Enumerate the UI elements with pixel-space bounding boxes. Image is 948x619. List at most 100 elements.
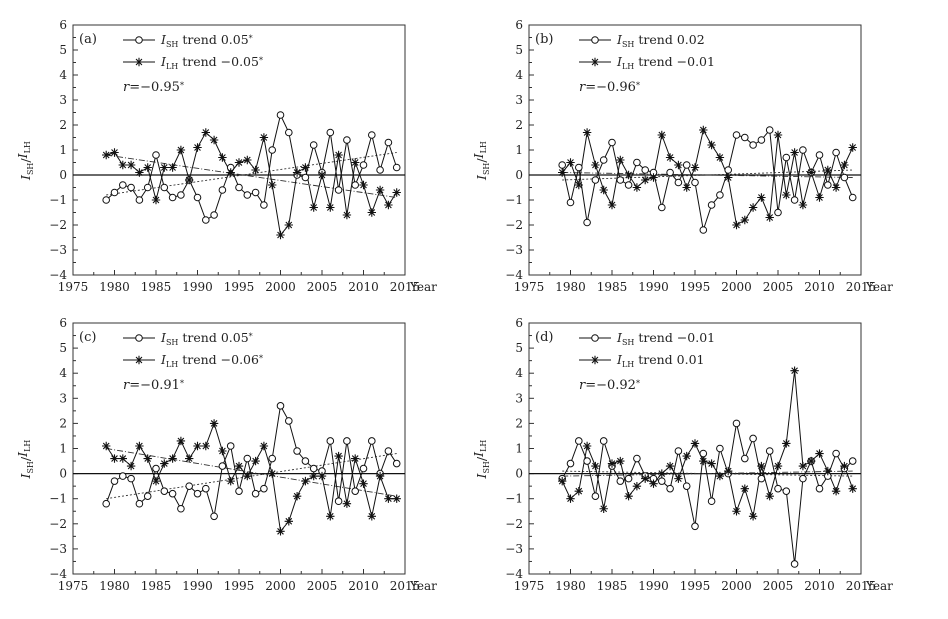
y-tick-label: 5 xyxy=(515,341,523,355)
data-point-lh xyxy=(201,441,210,451)
data-point-lh xyxy=(102,441,111,451)
data-point-lh xyxy=(375,185,385,195)
data-point-lh xyxy=(317,471,327,481)
correlation-label: r=−0.96* xyxy=(579,80,640,95)
data-point-sh xyxy=(127,183,135,192)
data-point-lh xyxy=(118,160,127,170)
data-point-sh xyxy=(691,178,699,187)
legend-marker-circle xyxy=(591,36,599,44)
data-point-lh xyxy=(102,150,111,160)
data-point-lh xyxy=(699,125,708,135)
data-point-sh xyxy=(790,560,799,568)
y-tick-label: −3 xyxy=(505,542,523,556)
data-point-lh xyxy=(110,148,119,157)
y-tick-label: 1 xyxy=(515,442,523,456)
data-point-lh xyxy=(607,200,617,210)
y-tick-label: 2 xyxy=(59,416,67,430)
y-tick-label: −2 xyxy=(49,218,67,232)
data-point-lh xyxy=(815,193,824,202)
data-point-sh xyxy=(815,151,824,159)
data-point-sh xyxy=(599,437,608,445)
data-point-sh xyxy=(368,437,376,445)
correlation-label: r=−0.92* xyxy=(579,378,640,393)
x-tick-label: 1995 xyxy=(680,280,711,294)
data-point-lh xyxy=(375,471,385,481)
data-point-sh xyxy=(633,454,641,463)
data-point-sh xyxy=(293,447,301,455)
data-point-sh xyxy=(210,211,218,219)
series-line-i-lh xyxy=(561,128,854,226)
correlation-label: r=−0.91* xyxy=(123,378,184,393)
data-point-lh xyxy=(243,155,252,165)
data-point-sh xyxy=(119,472,127,480)
y-axis-label: ISH/ILH xyxy=(15,141,35,181)
data-point-sh xyxy=(218,186,227,194)
data-point-lh xyxy=(831,183,841,192)
data-point-lh xyxy=(176,436,186,446)
data-point-lh xyxy=(765,213,774,222)
data-point-lh xyxy=(284,517,293,526)
legend-marker-star xyxy=(134,57,144,67)
data-point-sh xyxy=(674,447,683,455)
x-axis-label: Year xyxy=(409,280,437,294)
data-point-sh xyxy=(392,163,401,172)
data-point-lh xyxy=(193,441,202,451)
legend-label: ISH trend −0.01 xyxy=(616,330,715,347)
legend-entry: ILH trend −0.06* xyxy=(123,352,263,369)
data-point-sh xyxy=(848,193,857,202)
data-point-sh xyxy=(334,497,343,506)
data-point-lh xyxy=(740,215,749,225)
panel-label: (b) xyxy=(535,32,553,47)
y-axis-label: ISH/ILH xyxy=(15,440,35,480)
legend-entry: ISH trend 0.02 xyxy=(579,32,705,49)
legend-entry: ILH trend −0.05* xyxy=(123,54,263,71)
data-point-sh xyxy=(384,447,393,455)
x-axis-label: Year xyxy=(865,280,893,294)
data-point-lh xyxy=(234,158,244,167)
data-point-sh xyxy=(682,482,691,490)
data-point-sh xyxy=(716,444,724,453)
data-point-sh xyxy=(749,141,757,149)
legend-label: ILH trend −0.05* xyxy=(160,54,263,71)
data-point-sh xyxy=(707,497,716,506)
data-point-sh xyxy=(168,489,177,498)
x-axis-label: Year xyxy=(865,579,893,593)
x-tick-label: 1995 xyxy=(224,579,255,593)
panel-a: −4 −3 −2 −1 0 1 2 3 4 5 6 1975 1980 1985 1990 1995 2000 2… xyxy=(15,18,437,294)
data-point-lh xyxy=(558,168,567,177)
y-tick-label: 3 xyxy=(515,93,523,107)
data-point-sh xyxy=(260,484,268,493)
legend-marker-star xyxy=(134,355,144,365)
data-point-sh xyxy=(624,474,633,483)
data-point-sh xyxy=(351,487,360,495)
data-point-sh xyxy=(235,487,243,495)
data-point-lh xyxy=(715,471,725,481)
data-point-sh xyxy=(251,489,260,498)
data-point-sh xyxy=(102,499,110,508)
data-point-lh xyxy=(740,484,749,493)
x-tick-label: 2005 xyxy=(307,280,338,294)
data-point-sh xyxy=(616,176,625,184)
data-point-lh xyxy=(566,494,575,503)
legend-label: ISH trend 0.05* xyxy=(160,32,253,49)
y-tick-label: −2 xyxy=(505,218,523,232)
data-point-lh xyxy=(566,158,575,167)
x-tick-label: 2010 xyxy=(804,280,835,294)
data-point-sh xyxy=(832,148,840,157)
legend-entry: ISH trend 0.05* xyxy=(123,330,253,347)
data-point-lh xyxy=(309,203,318,212)
y-tick-label: 4 xyxy=(515,68,523,82)
data-point-sh xyxy=(583,218,591,227)
data-point-sh xyxy=(575,163,583,172)
y-tick-label: 6 xyxy=(515,18,523,32)
data-point-sh xyxy=(334,186,343,194)
y-tick-label: −3 xyxy=(49,542,67,556)
x-tick-label: 1990 xyxy=(182,579,213,593)
data-point-lh xyxy=(251,456,260,466)
data-point-lh xyxy=(384,200,393,210)
data-point-sh xyxy=(301,173,310,182)
data-point-sh xyxy=(251,188,260,197)
data-point-sh xyxy=(119,181,127,189)
correlation-label: r=−0.95* xyxy=(123,80,184,95)
data-point-sh xyxy=(376,166,384,174)
